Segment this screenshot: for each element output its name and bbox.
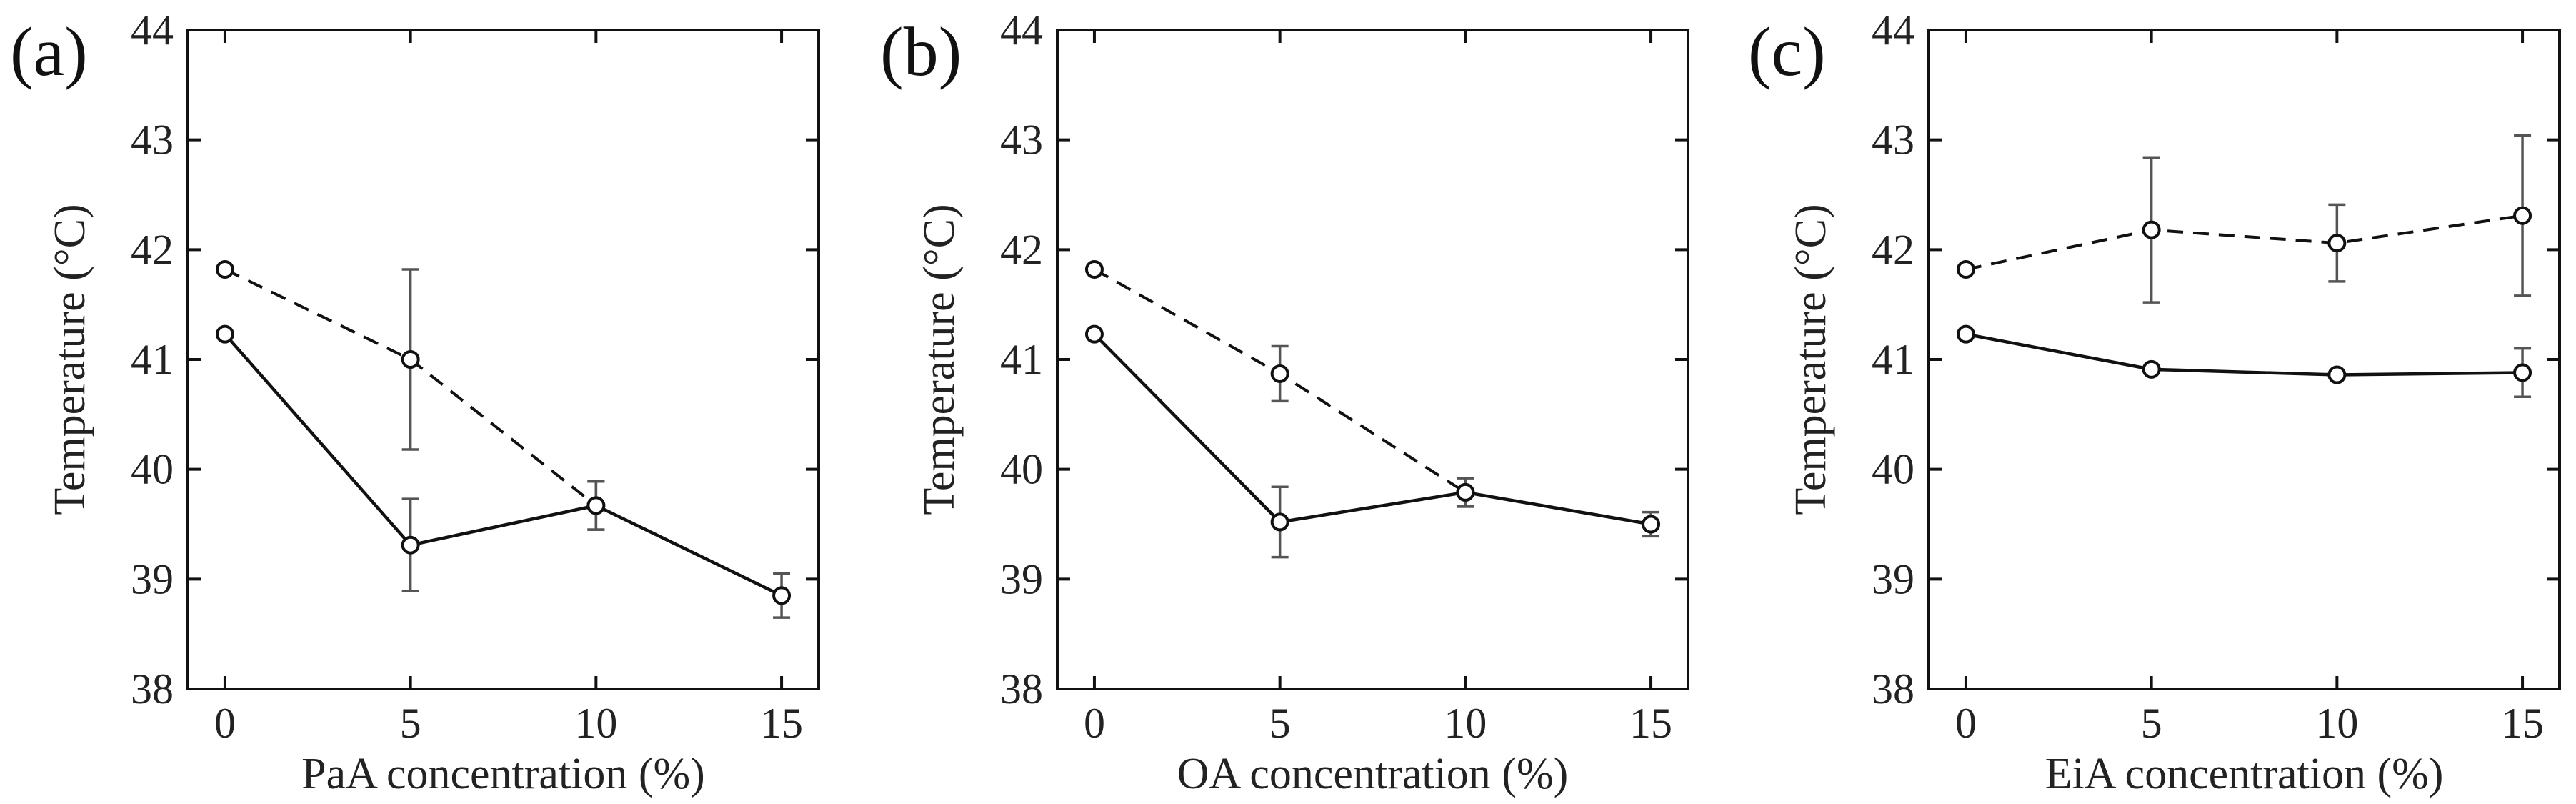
- series-solid: [1084, 324, 1661, 559]
- data-point: [2513, 206, 2532, 225]
- x-tick-label: 5: [2141, 700, 2162, 747]
- data-point: [2327, 365, 2347, 384]
- y-tick-label: 38: [131, 665, 174, 713]
- panel-label: (c): [1748, 14, 1826, 91]
- series-solid: [1956, 324, 2532, 398]
- x-tick-label: 10: [2315, 700, 2358, 747]
- data-point: [1270, 364, 1289, 383]
- y-tick-label: 41: [1000, 336, 1043, 383]
- y-tick-label: 38: [1000, 665, 1043, 713]
- y-tick-label: 43: [1000, 116, 1043, 164]
- data-point: [586, 496, 606, 515]
- y-tick-label: 41: [131, 336, 174, 383]
- data-point: [2513, 363, 2532, 382]
- x-tick-label: 15: [1629, 700, 1672, 747]
- series-dashed: [215, 259, 606, 531]
- series-line-solid: [1965, 332, 2523, 377]
- data-point: [2142, 220, 2161, 239]
- x-tick-label: 5: [1269, 700, 1291, 747]
- y-tick-label: 44: [131, 6, 174, 54]
- x-axis-label: PaA concentration (%): [301, 750, 705, 798]
- data-point: [1084, 259, 1104, 279]
- panel-label: (a): [10, 14, 88, 91]
- x-tick-label: 10: [574, 700, 617, 747]
- x-tick-label: 0: [1955, 700, 1977, 747]
- x-tick-label: 5: [400, 700, 421, 747]
- data-point: [2327, 234, 2347, 253]
- y-tick-label: 40: [1872, 446, 1914, 493]
- y-tick-label: 42: [131, 226, 174, 273]
- y-tick-label: 44: [1000, 6, 1043, 54]
- panel-label: (b): [880, 14, 962, 91]
- y-tick-label: 41: [1872, 336, 1914, 383]
- plot-frame: [186, 29, 820, 690]
- x-tick-label: 10: [1444, 700, 1487, 747]
- x-tick-label: 15: [760, 700, 803, 747]
- data-point: [401, 350, 420, 369]
- y-tick-label: 43: [131, 116, 174, 164]
- series-solid: [215, 324, 792, 619]
- y-axis-label: Temperature (°C): [915, 204, 964, 515]
- data-point: [401, 535, 420, 555]
- data-point: [215, 259, 234, 279]
- y-axis-label: Temperature (°C): [46, 204, 94, 515]
- series-line-solid: [1093, 333, 1652, 526]
- chart-panel-1: (a) 38 39 40 41 42 43 44 0 5 10 15 PaA concentration…: [10, 6, 820, 798]
- data-point: [1270, 512, 1289, 532]
- x-tick-label: 15: [2501, 700, 2544, 747]
- x-axis-label: OA concentration (%): [1177, 750, 1568, 798]
- y-tick-label: 39: [131, 555, 174, 602]
- series-dashed: [1956, 134, 2532, 304]
- data-point: [772, 586, 792, 605]
- series-dashed: [1084, 259, 1475, 508]
- y-tick-label: 42: [1872, 226, 1914, 273]
- data-point: [1456, 482, 1475, 502]
- x-tick-label: 0: [1084, 700, 1105, 747]
- y-tick-label: 40: [1000, 446, 1043, 493]
- y-tick-label: 39: [1000, 555, 1043, 602]
- data-point: [1084, 324, 1104, 344]
- plot-frame: [1056, 29, 1689, 690]
- chart-panel-3: (c) 38 39 40 41 42 43 44 0 5 10 15 EiA concentration…: [1748, 6, 2561, 798]
- series-line-dashed: [1965, 214, 2523, 271]
- data-point: [1956, 324, 1975, 344]
- series-line-solid: [224, 333, 783, 597]
- x-axis-label: EiA concentration (%): [2045, 750, 2444, 798]
- data-point: [1642, 515, 1661, 534]
- y-axis-label: Temperature (°C): [1787, 204, 1835, 515]
- data-point: [1956, 259, 1975, 279]
- y-tick-label: 43: [1872, 116, 1914, 164]
- x-tick-label: 0: [214, 700, 236, 747]
- data-point: [215, 324, 234, 344]
- y-tick-label: 40: [131, 446, 174, 493]
- y-tick-label: 44: [1872, 6, 1914, 54]
- chart-panel-2: (b) 38 39 40 41 42 43 44 0 5 10 15 OA concentration …: [880, 6, 1689, 798]
- plot-frame: [1927, 29, 2561, 690]
- data-point: [2142, 359, 2161, 379]
- y-tick-label: 38: [1872, 665, 1914, 713]
- y-tick-label: 39: [1872, 555, 1914, 602]
- y-tick-label: 42: [1000, 226, 1043, 273]
